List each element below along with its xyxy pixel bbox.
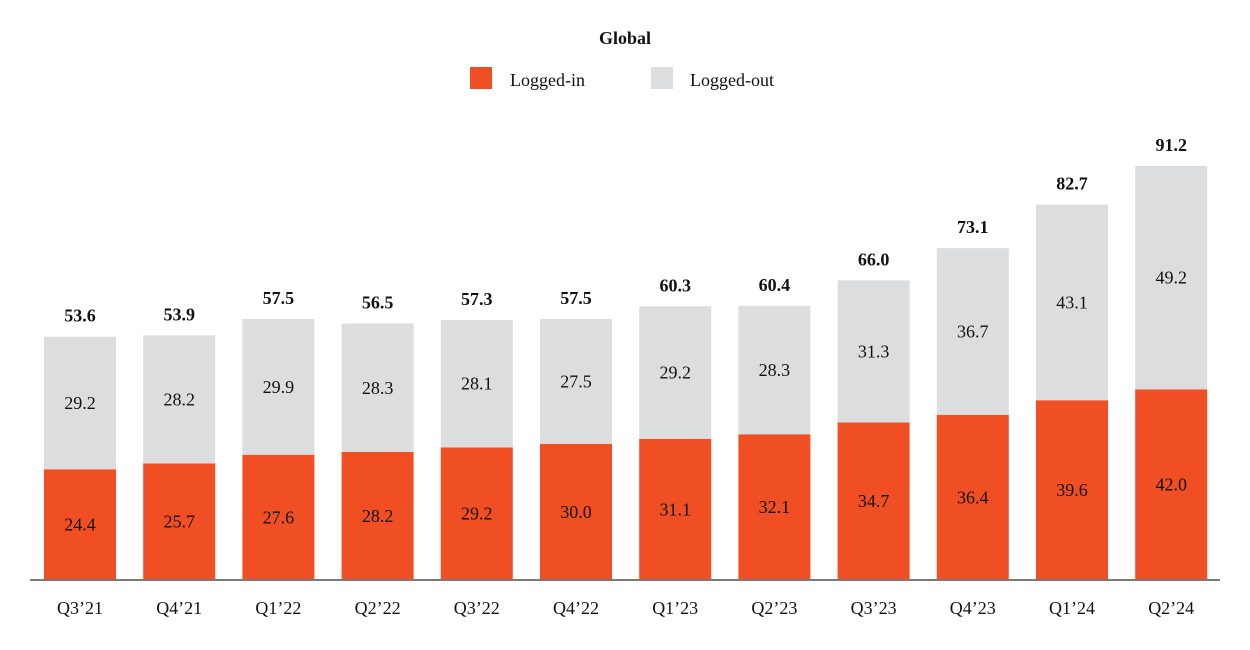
data-label-logged-out: 29.9 xyxy=(263,377,295,397)
x-axis-labels: Q3’21 Q4’21 Q1’22 Q2’22 Q3’22 Q4’22 Q1’23 Q2’23… xyxy=(57,598,1194,618)
bar-segment-logged-in xyxy=(738,434,811,580)
x-tick-label: Q2’22 xyxy=(355,598,401,618)
x-tick-label: Q3’21 xyxy=(57,598,103,618)
bar-segment-logged-out xyxy=(1036,204,1108,401)
legend: Logged-in Logged-out xyxy=(470,67,774,90)
bar-segment-logged-out xyxy=(440,319,513,448)
data-label-logged-in: 39.6 xyxy=(1056,480,1088,500)
data-label-logged-out: 43.1 xyxy=(1056,292,1088,312)
bar-segment-logged-out xyxy=(242,318,315,455)
data-label-logged-out: 28.3 xyxy=(362,378,394,398)
x-tick-label: Q2’24 xyxy=(1148,598,1194,618)
bar-segment-logged-out xyxy=(1135,166,1208,390)
bar-segment-logged-in xyxy=(540,443,612,580)
legend-label-logged-in: Logged-in xyxy=(510,70,585,90)
data-label-logged-out: 31.3 xyxy=(858,341,890,361)
data-label-logged-out: 29.2 xyxy=(659,363,691,383)
data-label-logged-out: 28.2 xyxy=(163,389,195,409)
total-label: 60.3 xyxy=(659,275,691,295)
data-label-logged-in: 36.4 xyxy=(957,487,989,507)
total-label: 60.4 xyxy=(759,275,791,295)
x-tick-label: Q1’24 xyxy=(1049,598,1095,618)
bar-segment-logged-out xyxy=(738,305,811,435)
x-tick-label: Q4’23 xyxy=(950,598,996,618)
bar-segment-logged-in xyxy=(341,451,414,580)
total-label: 82.7 xyxy=(1056,174,1088,194)
bars: 24.4 29.2 53.6 25.7 28.2 53.9 27.6 29.9 57.5 28.2… xyxy=(44,135,1208,580)
x-tick-label: Q4’22 xyxy=(553,598,599,618)
bar-segment-logged-in xyxy=(1036,400,1108,580)
chart-title: Global xyxy=(599,28,651,48)
bar-segment-logged-out xyxy=(143,335,216,464)
total-label: 57.5 xyxy=(263,288,295,308)
data-label-logged-in: 27.6 xyxy=(263,507,295,527)
data-label-logged-in: 25.7 xyxy=(163,512,195,532)
data-label-logged-in: 31.1 xyxy=(659,499,691,519)
bar-segment-logged-out xyxy=(341,323,414,452)
bar-segment-logged-in xyxy=(1135,389,1208,580)
x-tick-label: Q1’22 xyxy=(255,598,301,618)
data-label-logged-out: 49.2 xyxy=(1155,268,1187,288)
data-label-logged-out: 28.1 xyxy=(461,374,493,394)
bar-segment-logged-in xyxy=(639,438,712,580)
x-tick-label: Q3’22 xyxy=(454,598,500,618)
data-label-logged-in: 34.7 xyxy=(858,491,890,511)
legend-label-logged-out: Logged-out xyxy=(690,70,774,90)
data-label-logged-in: 28.2 xyxy=(362,506,394,526)
data-label-logged-in: 30.0 xyxy=(560,502,592,522)
bar-segment-logged-in xyxy=(440,447,513,580)
bar-segment-logged-in xyxy=(837,422,910,580)
data-label-logged-in: 42.0 xyxy=(1155,475,1187,495)
total-label: 66.0 xyxy=(858,249,890,269)
bar-segment-logged-out xyxy=(936,248,1009,415)
x-tick-label: Q4’21 xyxy=(156,598,202,618)
data-label-logged-out: 28.3 xyxy=(759,360,791,380)
total-label: 56.5 xyxy=(362,293,394,313)
bar-segment-logged-in xyxy=(936,414,1009,580)
data-label-logged-out: 36.7 xyxy=(957,321,989,341)
data-label-logged-out: 27.5 xyxy=(560,371,592,391)
bar-segment-logged-in xyxy=(143,463,216,580)
data-label-logged-out: 29.2 xyxy=(64,393,96,413)
total-label: 57.5 xyxy=(560,288,592,308)
data-label-logged-in: 24.4 xyxy=(64,515,96,535)
bar-segment-logged-out xyxy=(44,336,116,470)
legend-swatch-logged-in xyxy=(470,67,492,89)
bar-segment-logged-out xyxy=(639,306,712,439)
data-label-logged-in: 29.2 xyxy=(461,504,493,524)
total-label: 91.2 xyxy=(1155,135,1187,155)
total-label: 73.1 xyxy=(957,217,989,237)
total-label: 53.6 xyxy=(64,306,96,326)
x-tick-label: Q3’23 xyxy=(851,598,897,618)
bar-segment-logged-in xyxy=(242,454,315,580)
bar-segment-logged-in xyxy=(44,469,116,580)
legend-swatch-logged-out xyxy=(651,67,673,89)
bar-segment-logged-out xyxy=(837,280,910,423)
data-label-logged-in: 32.1 xyxy=(759,497,791,517)
x-tick-label: Q1’23 xyxy=(652,598,698,618)
bar-segment-logged-out xyxy=(540,318,612,444)
x-tick-label: Q2’23 xyxy=(751,598,797,618)
total-label: 53.9 xyxy=(163,304,195,324)
total-label: 57.3 xyxy=(461,289,493,309)
